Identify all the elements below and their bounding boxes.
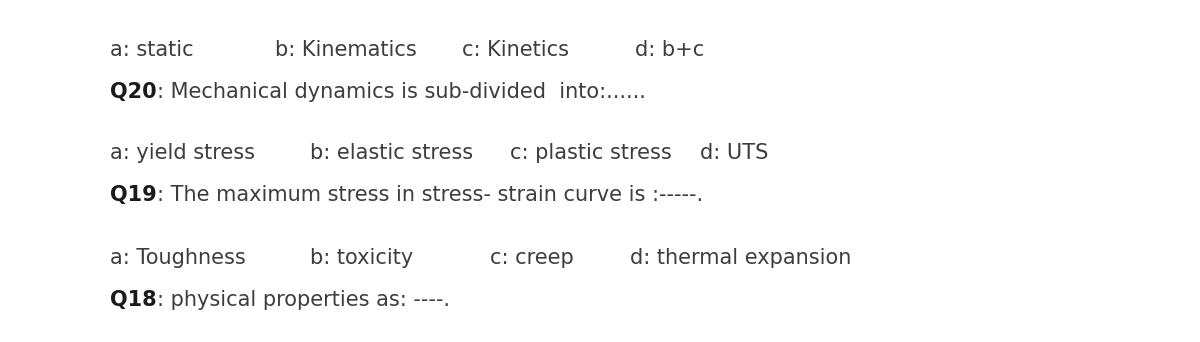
Text: c: Kinetics: c: Kinetics bbox=[462, 40, 569, 60]
Text: c: creep: c: creep bbox=[490, 248, 574, 268]
Text: a: static: a: static bbox=[110, 40, 193, 60]
Text: c: plastic stress: c: plastic stress bbox=[510, 143, 672, 163]
Text: b: Kinematics: b: Kinematics bbox=[275, 40, 416, 60]
Text: b: elastic stress: b: elastic stress bbox=[310, 143, 473, 163]
Text: d: thermal expansion: d: thermal expansion bbox=[630, 248, 851, 268]
Text: a: yield stress: a: yield stress bbox=[110, 143, 256, 163]
Text: a: Toughness: a: Toughness bbox=[110, 248, 246, 268]
Text: b: toxicity: b: toxicity bbox=[310, 248, 413, 268]
Text: : Mechanical dynamics is sub-divided  into:......: : Mechanical dynamics is sub-divided int… bbox=[157, 82, 646, 102]
Text: Q20: Q20 bbox=[110, 82, 157, 102]
Text: Q19: Q19 bbox=[110, 185, 157, 205]
Text: : The maximum stress in stress- strain curve is :-----.: : The maximum stress in stress- strain c… bbox=[157, 185, 703, 205]
Text: Q18: Q18 bbox=[110, 290, 157, 310]
Text: : physical properties as: ----.: : physical properties as: ----. bbox=[157, 290, 450, 310]
Text: d: b+c: d: b+c bbox=[635, 40, 704, 60]
Text: d: UTS: d: UTS bbox=[700, 143, 768, 163]
